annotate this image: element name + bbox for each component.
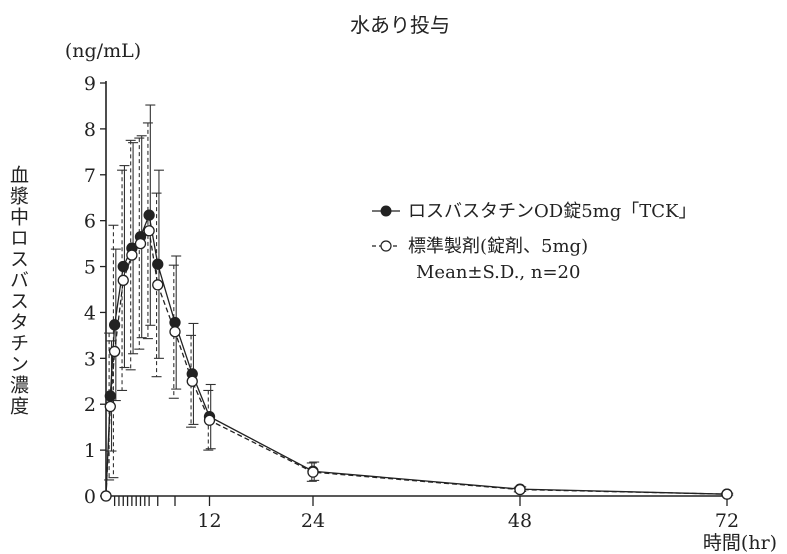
y-tick-label: 0: [84, 486, 96, 508]
x-tick-label: 24: [301, 510, 325, 532]
series-line: [105, 229, 728, 497]
data-points: [100, 209, 733, 502]
y-tick-label: 5: [84, 257, 96, 279]
data-point-standard: [117, 274, 129, 286]
legend-annotation: Mean±S.D., n=20: [416, 262, 580, 283]
legend: ロスバスタチンOD錠5mg「TCK」 標準製剤(錠剤、5mg) Mean±S.D…: [372, 201, 696, 283]
chart-title: 水あり投与: [350, 13, 450, 37]
legend-label-standard: 標準製剤(錠剤、5mg): [408, 236, 588, 257]
y-tick-label: 4: [84, 302, 96, 324]
error-bars: [104, 104, 734, 496]
data-point-standard: [126, 249, 138, 261]
data-point-standard: [143, 225, 155, 237]
y-tick-label: 7: [84, 165, 96, 187]
x-tick-label: 72: [715, 510, 739, 532]
y-tick-label: 2: [84, 394, 96, 416]
data-point-tck: [152, 258, 164, 270]
series-lines: [105, 212, 728, 497]
data-point-standard: [152, 279, 164, 291]
y-tick-label: 1: [84, 440, 96, 462]
data-point-standard: [186, 375, 198, 387]
data-point-standard: [108, 345, 121, 358]
data-point-standard: [307, 466, 319, 478]
data-point-standard: [721, 488, 733, 500]
x-axis-label: 時間(hr): [703, 532, 777, 554]
data-point-tck: [108, 319, 121, 331]
data-point-standard: [514, 483, 526, 496]
y-tick-label: 8: [84, 119, 96, 141]
data-point-standard: [100, 490, 112, 502]
y-axis-label: 血漿中ロスバスタチン濃度: [7, 165, 29, 417]
y-tick-label: 3: [84, 348, 96, 370]
data-point-tck: [143, 209, 155, 221]
series-line: [105, 212, 728, 497]
legend-marker-tck: [380, 205, 392, 217]
x-tick-label: 12: [197, 510, 221, 532]
data-point-standard: [169, 326, 181, 338]
y-tick-label: 6: [84, 211, 96, 233]
legend-label-tck: ロスバスタチンOD錠5mg「TCK」: [408, 201, 696, 222]
data-point-standard: [134, 237, 147, 250]
data-point-tck: [104, 390, 116, 402]
data-point-standard: [203, 414, 216, 426]
x-tick-label: 48: [508, 510, 532, 532]
legend-marker-standard: [380, 240, 392, 252]
data-point-tck: [169, 316, 181, 329]
data-point-standard: [104, 400, 116, 413]
y-tick-label: 9: [84, 73, 96, 95]
y-axis-unit: (ng/mL): [65, 40, 141, 62]
data-point-tck: [117, 260, 129, 273]
